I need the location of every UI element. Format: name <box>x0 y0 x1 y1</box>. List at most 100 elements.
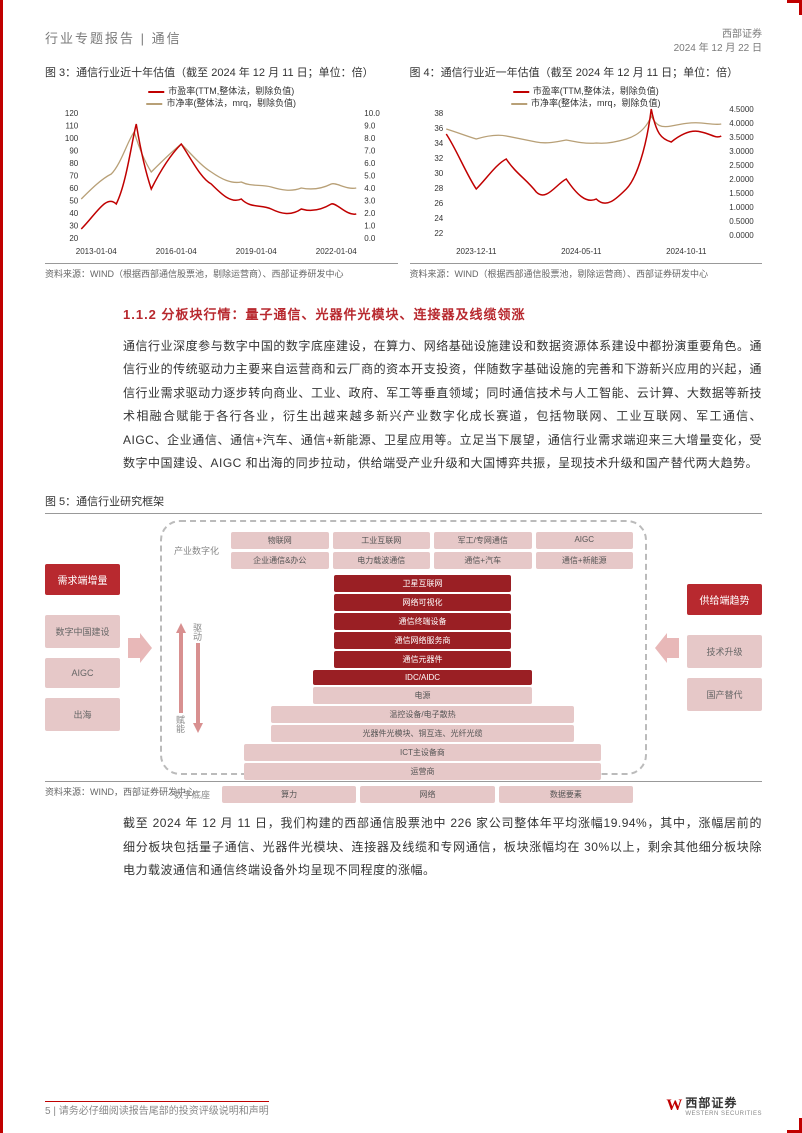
fw-side-item: 出海 <box>45 698 120 731</box>
fw-bottom-label: 数字底座 <box>174 788 216 801</box>
svg-text:4.5000: 4.5000 <box>729 105 754 114</box>
svg-text:1.0000: 1.0000 <box>729 203 754 212</box>
chip: 卫星互联网 <box>334 575 511 592</box>
fw-middle: 赋能 驱动 卫星互联网网络可视化通信终端设备通信网络服务商通信元器件IDC/AI… <box>174 575 633 780</box>
arrow-left-icon <box>655 633 679 663</box>
svg-text:3.5000: 3.5000 <box>729 133 754 142</box>
svg-text:2013-01-04: 2013-01-04 <box>76 247 117 256</box>
svg-text:0.0000: 0.0000 <box>729 231 754 240</box>
section-heading: 1.1.2 分板块行情：量子通信、光器件光模块、连接器及线缆领涨 <box>123 304 762 323</box>
fw-side-item: 数字中国建设 <box>45 615 120 648</box>
border-corner <box>787 0 802 3</box>
svg-text:4.0: 4.0 <box>364 184 376 193</box>
fw-left-side: 需求端增量 数字中国建设 AIGC 出海 <box>45 564 120 731</box>
svg-text:90: 90 <box>69 147 78 156</box>
fw-left-header: 需求端增量 <box>45 564 120 595</box>
footer-logo: W 西部证券 WESTERN SECURITIES <box>666 1094 762 1117</box>
svg-text:22: 22 <box>434 229 443 238</box>
svg-text:2.0000: 2.0000 <box>729 175 754 184</box>
svg-text:7.0: 7.0 <box>364 147 376 156</box>
fw-vert-arrows: 赋能 驱动 <box>174 575 204 780</box>
section-para: 通信行业深度参与数字中国的数字底座建设，在算力、网络基础设施建设和数据资源体系建… <box>123 335 762 475</box>
svg-text:2024-10-11: 2024-10-11 <box>666 247 707 256</box>
svg-text:32: 32 <box>434 154 443 163</box>
svg-text:2.0: 2.0 <box>364 209 376 218</box>
svg-text:36: 36 <box>434 124 443 133</box>
chart4-block: 图 4：通信行业近一年估值（截至 2024 年 12 月 11 日；单位：倍） … <box>410 64 763 280</box>
svg-text:2024-05-11: 2024-05-11 <box>561 247 602 256</box>
fw-side-item: 技术升级 <box>687 635 762 668</box>
charts-row: 图 3：通信行业近十年估值（截至 2024 年 12 月 11 日；单位：倍） … <box>45 64 762 280</box>
chip: 光器件光模块、铜互连、光纤光缆 <box>271 725 574 742</box>
logo-cn: 西部证券 <box>685 1094 762 1111</box>
svg-text:110: 110 <box>65 122 78 131</box>
page-number: 5 <box>45 1106 51 1117</box>
header-company: 西部证券 <box>674 28 762 42</box>
fw-top-section: 产业数字化 物联网工业互联网军工/专网通信AIGC 企业通信&办公电力载波通信通… <box>174 532 633 569</box>
closing-para: 截至 2024 年 12 月 11 日，我们构建的西部通信股票池中 226 家公… <box>123 812 762 882</box>
fw-stack: 卫星互联网网络可视化通信终端设备通信网络服务商通信元器件IDC/AIDC电源温控… <box>212 575 633 780</box>
svg-text:8.0: 8.0 <box>364 134 376 143</box>
svg-text:70: 70 <box>69 172 78 181</box>
svg-text:80: 80 <box>69 159 78 168</box>
border-left <box>0 0 3 1133</box>
svg-text:2.5000: 2.5000 <box>729 161 754 170</box>
svg-text:26: 26 <box>434 199 443 208</box>
page-footer: 5 | 请务必仔细阅读报告尾部的投资评级说明和声明 W 西部证券 WESTERN… <box>45 1094 762 1117</box>
logo-mark: W <box>666 1097 682 1115</box>
chip: 算力 <box>222 786 356 803</box>
chip: 温控设备/电子散热 <box>271 706 574 723</box>
framework-diagram: 需求端增量 数字中国建设 AIGC 出海 产业数字化 物联网工业互联网军工/专网通信… <box>45 520 762 775</box>
chart4-source: 资料来源：WIND（根据西部通信股票池，剔除运营商）、西部证券研发中心 <box>410 263 763 280</box>
header-date: 2024 年 12 月 22 日 <box>674 42 762 56</box>
svg-text:30: 30 <box>434 169 443 178</box>
svg-text:28: 28 <box>434 184 443 193</box>
svg-text:0.0: 0.0 <box>364 234 376 243</box>
logo-icon: W 西部证券 WESTERN SECURITIES <box>666 1094 762 1117</box>
chip: 通信元器件 <box>334 651 511 668</box>
chart3-area: 市盈率(TTM,整体法，剔除负值) 市净率(整体法，mrq，剔除负值) 1201… <box>45 84 398 259</box>
chip: 通信终端设备 <box>334 613 511 630</box>
chart4-title: 图 4：通信行业近一年估值（截至 2024 年 12 月 11 日；单位：倍） <box>410 64 763 80</box>
svg-text:38: 38 <box>434 109 443 118</box>
chip: 电力载波通信 <box>333 552 431 569</box>
fig5-title: 图 5：通信行业研究框架 <box>45 493 762 509</box>
arrow-up-icon: 赋能 <box>174 623 187 733</box>
chip: IDC/AIDC <box>313 670 532 685</box>
page-header: 行业专题报告 | 通信 西部证券 2024 年 12 月 22 日 <box>45 28 762 56</box>
chip: ICT主设备商 <box>244 744 602 761</box>
chart3-source: 资料来源：WIND（根据西部通信股票池，剔除运营商）、西部证券研发中心 <box>45 263 398 280</box>
fw-bottom-section: 数字底座 算力网络数据要素 <box>174 786 633 803</box>
chip: 通信+新能源 <box>536 552 634 569</box>
svg-text:3.0000: 3.0000 <box>729 147 754 156</box>
chip: 通信网络服务商 <box>334 632 511 649</box>
fw-top-label: 产业数字化 <box>174 544 225 557</box>
fw-right-header: 供给端趋势 <box>687 584 762 615</box>
svg-text:3.0: 3.0 <box>364 197 376 206</box>
svg-text:9.0: 9.0 <box>364 122 376 131</box>
chip: 网络 <box>360 786 494 803</box>
chip: 数据要素 <box>499 786 633 803</box>
footer-disclaimer: 请务必仔细阅读报告尾部的投资评级说明和声明 <box>59 1106 269 1117</box>
chart3-svg: 1201101009080706050403020 10.09.08.07.06… <box>45 84 398 259</box>
divider <box>45 513 762 514</box>
header-category: 行业专题报告 | 通信 <box>45 28 182 47</box>
svg-text:50: 50 <box>69 197 78 206</box>
svg-text:2022-01-04: 2022-01-04 <box>316 247 357 256</box>
svg-text:60: 60 <box>69 184 78 193</box>
svg-text:40: 40 <box>69 209 78 218</box>
chip: AIGC <box>536 532 634 549</box>
chart3-block: 图 3：通信行业近十年估值（截至 2024 年 12 月 11 日；单位：倍） … <box>45 64 398 280</box>
svg-text:2023-12-11: 2023-12-11 <box>456 247 497 256</box>
svg-text:20: 20 <box>69 234 78 243</box>
header-meta: 西部证券 2024 年 12 月 22 日 <box>674 28 762 56</box>
chip: 电源 <box>313 687 532 704</box>
chart3-title: 图 3：通信行业近十年估值（截至 2024 年 12 月 11 日；单位：倍） <box>45 64 398 80</box>
fw-side-item: AIGC <box>45 658 120 688</box>
svg-text:100: 100 <box>65 134 79 143</box>
svg-text:120: 120 <box>65 109 79 118</box>
footer-left: 5 | 请务必仔细阅读报告尾部的投资评级说明和声明 <box>45 1102 269 1117</box>
chip: 通信+汽车 <box>434 552 532 569</box>
chip: 工业互联网 <box>333 532 431 549</box>
svg-text:1.5000: 1.5000 <box>729 189 754 198</box>
